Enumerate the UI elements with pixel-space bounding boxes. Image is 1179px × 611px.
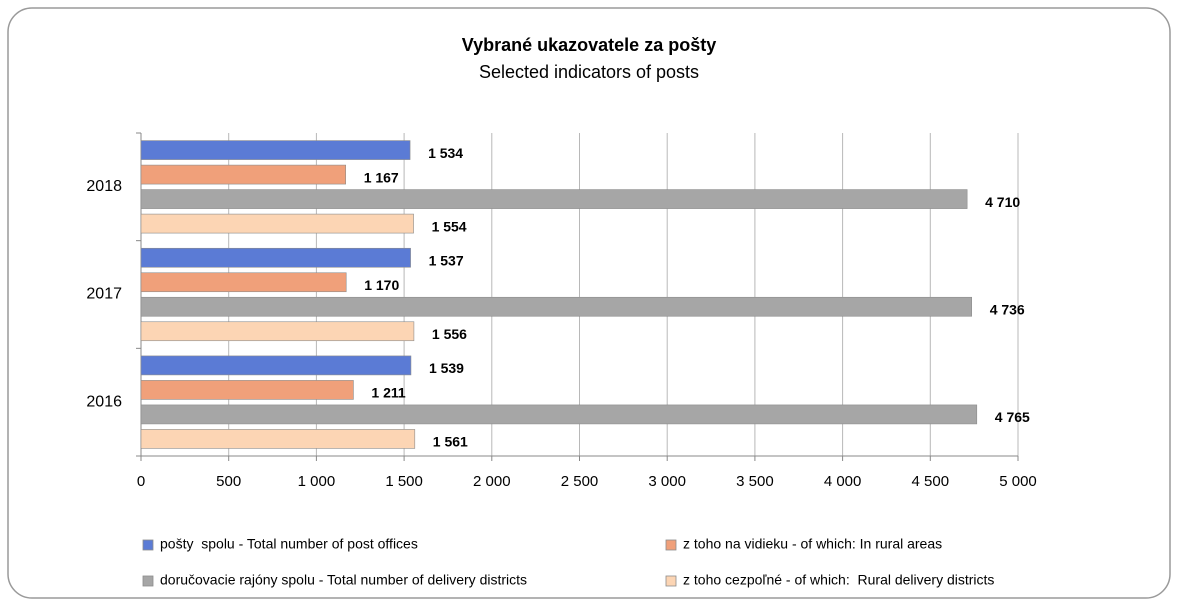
x-tick-label: 0: [137, 473, 145, 490]
legend-label: z toho na vidieku - of which: In rural a…: [683, 536, 942, 552]
x-tick-label: 500: [216, 473, 241, 490]
value-label: 1 539: [429, 360, 464, 376]
value-label: 1 211: [371, 385, 405, 401]
value-label: 4 710: [985, 194, 1020, 210]
y-tick-label: 2018: [86, 178, 122, 195]
bar: [140, 404, 978, 425]
x-tick-label: 3 500: [736, 473, 774, 490]
x-tick-label: 1 000: [298, 473, 336, 490]
y-tick-label: 2017: [86, 286, 122, 303]
chart-subtitle: Selected indicators of posts: [479, 62, 699, 82]
x-tick-label: 4 000: [824, 473, 862, 490]
legend-swatch: [142, 539, 154, 551]
y-tick-label: 2016: [86, 393, 122, 410]
value-label: 1 537: [429, 252, 464, 268]
chart-title: Vybrané ukazovatele za pošty: [462, 35, 716, 55]
legend-label: pošty spolu - Total number of post offic…: [160, 536, 418, 552]
legend-label: z toho cezpoľné - of which: Rural delive…: [683, 572, 994, 588]
bar: [140, 247, 411, 268]
value-label: 1 554: [432, 218, 467, 234]
bar: [140, 355, 412, 376]
bar: [140, 429, 416, 449]
bar: [140, 213, 414, 234]
value-label: 4 736: [990, 301, 1025, 317]
bar: [140, 140, 411, 160]
x-tick-label: 4 500: [912, 473, 950, 490]
bar: [140, 272, 347, 293]
value-label: 4 765: [995, 409, 1030, 425]
bar: [140, 296, 972, 317]
x-tick-label: 5 000: [999, 473, 1037, 490]
value-label: 1 167: [364, 169, 399, 185]
bar: [140, 380, 354, 400]
value-label: 1 556: [432, 326, 467, 342]
legend-label: doručovacie rajóny spolu - Total number …: [160, 572, 527, 588]
x-tick-label: 2 000: [473, 473, 511, 490]
x-tick-label: 3 000: [648, 473, 686, 490]
bar: [140, 321, 415, 342]
bar: [140, 164, 346, 185]
x-tick-label: 2 500: [561, 473, 599, 490]
value-label: 1 561: [433, 434, 468, 450]
value-label: 1 170: [364, 277, 399, 293]
legend-swatch: [665, 575, 677, 587]
value-label: 1 534: [428, 145, 463, 161]
legend-swatch: [665, 539, 677, 551]
bar: [140, 189, 968, 209]
x-tick-label: 1 500: [385, 473, 423, 490]
legend-swatch: [142, 575, 154, 587]
